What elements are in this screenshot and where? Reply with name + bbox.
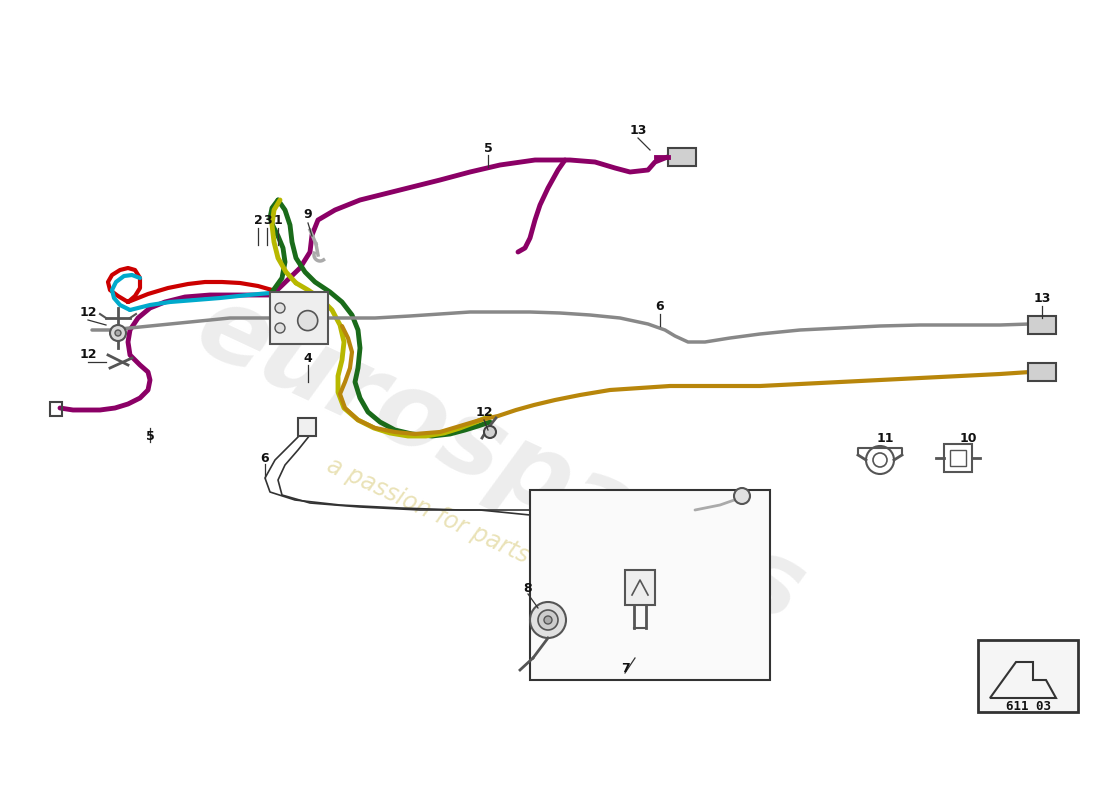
Circle shape <box>275 323 285 333</box>
Text: 4: 4 <box>304 351 312 365</box>
Text: 12: 12 <box>79 306 97 318</box>
Text: 13: 13 <box>629 123 647 137</box>
Bar <box>50 402 62 416</box>
Text: 6: 6 <box>261 451 270 465</box>
Bar <box>298 418 316 436</box>
Bar <box>944 444 972 472</box>
Circle shape <box>734 488 750 504</box>
Text: 8: 8 <box>524 582 532 594</box>
Text: 10: 10 <box>959 431 977 445</box>
Text: 5: 5 <box>145 430 154 442</box>
Text: 3: 3 <box>263 214 272 226</box>
Bar <box>530 490 770 680</box>
Circle shape <box>544 616 552 624</box>
Circle shape <box>110 325 126 341</box>
Text: 12: 12 <box>475 406 493 418</box>
Bar <box>950 450 966 466</box>
Text: 12: 12 <box>79 349 97 362</box>
Text: 2: 2 <box>254 214 263 226</box>
Circle shape <box>116 330 121 336</box>
Text: 9: 9 <box>304 209 312 222</box>
Circle shape <box>275 303 285 313</box>
Text: 13: 13 <box>1033 291 1050 305</box>
Text: 11: 11 <box>877 431 893 445</box>
Bar <box>978 640 1078 712</box>
Bar <box>625 570 654 605</box>
Bar <box>1028 316 1056 334</box>
Bar <box>1028 363 1056 381</box>
Text: 1: 1 <box>274 214 283 226</box>
Text: 7: 7 <box>620 662 629 674</box>
Text: a passion for parts since 1985: a passion for parts since 1985 <box>323 454 657 626</box>
Bar <box>270 292 328 344</box>
Circle shape <box>530 602 566 638</box>
Text: 611 03: 611 03 <box>1005 699 1050 713</box>
Circle shape <box>298 310 318 330</box>
Text: 5: 5 <box>484 142 493 154</box>
Bar <box>668 148 696 166</box>
Circle shape <box>538 610 558 630</box>
Circle shape <box>484 426 496 438</box>
Text: eurospares: eurospares <box>180 275 819 645</box>
Text: 6: 6 <box>656 299 664 313</box>
